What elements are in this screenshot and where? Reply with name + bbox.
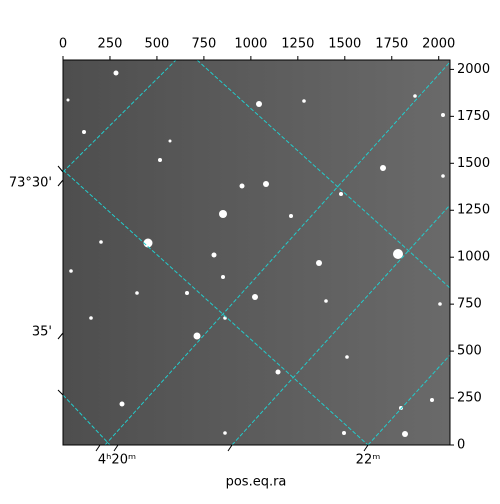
frame xyxy=(62,59,451,446)
y-tick-label: 1000 xyxy=(457,250,490,265)
y-tick-label: 0 xyxy=(457,438,465,453)
y-tick-label: 1500 xyxy=(457,156,490,171)
x-tick-label: 2000 xyxy=(422,37,455,52)
x-axis-label: pos.eq.ra xyxy=(226,475,287,490)
ra-tick-label: 22ᵐ xyxy=(356,453,381,468)
sky-image xyxy=(63,60,450,445)
coordinate-grid xyxy=(63,60,450,445)
x-tick-label: 1750 xyxy=(375,37,408,52)
dec-tick-label: 73°30' xyxy=(9,176,52,191)
y-tick-label: 250 xyxy=(457,391,482,406)
x-tick-label: 750 xyxy=(191,37,216,52)
y-tick-label: 1750 xyxy=(457,109,490,124)
x-tick-label: 0 xyxy=(59,37,67,52)
y-tick-label: 750 xyxy=(457,297,482,312)
ra-tick-label: 4ʰ20ᵐ xyxy=(98,453,136,468)
x-tick-label: 1500 xyxy=(328,37,361,52)
x-tick-label: 250 xyxy=(98,37,123,52)
x-tick-label: 1250 xyxy=(281,37,314,52)
stars xyxy=(66,70,445,437)
x-tick-label: 1000 xyxy=(234,37,267,52)
x-tick-label: 500 xyxy=(145,37,170,52)
dec-tick-label: 35' xyxy=(32,325,52,340)
y-tick-label: 2000 xyxy=(457,62,490,77)
y-tick-label: 500 xyxy=(457,344,482,359)
y-tick-label: 1250 xyxy=(457,203,490,218)
wcs-ticks xyxy=(57,165,369,452)
